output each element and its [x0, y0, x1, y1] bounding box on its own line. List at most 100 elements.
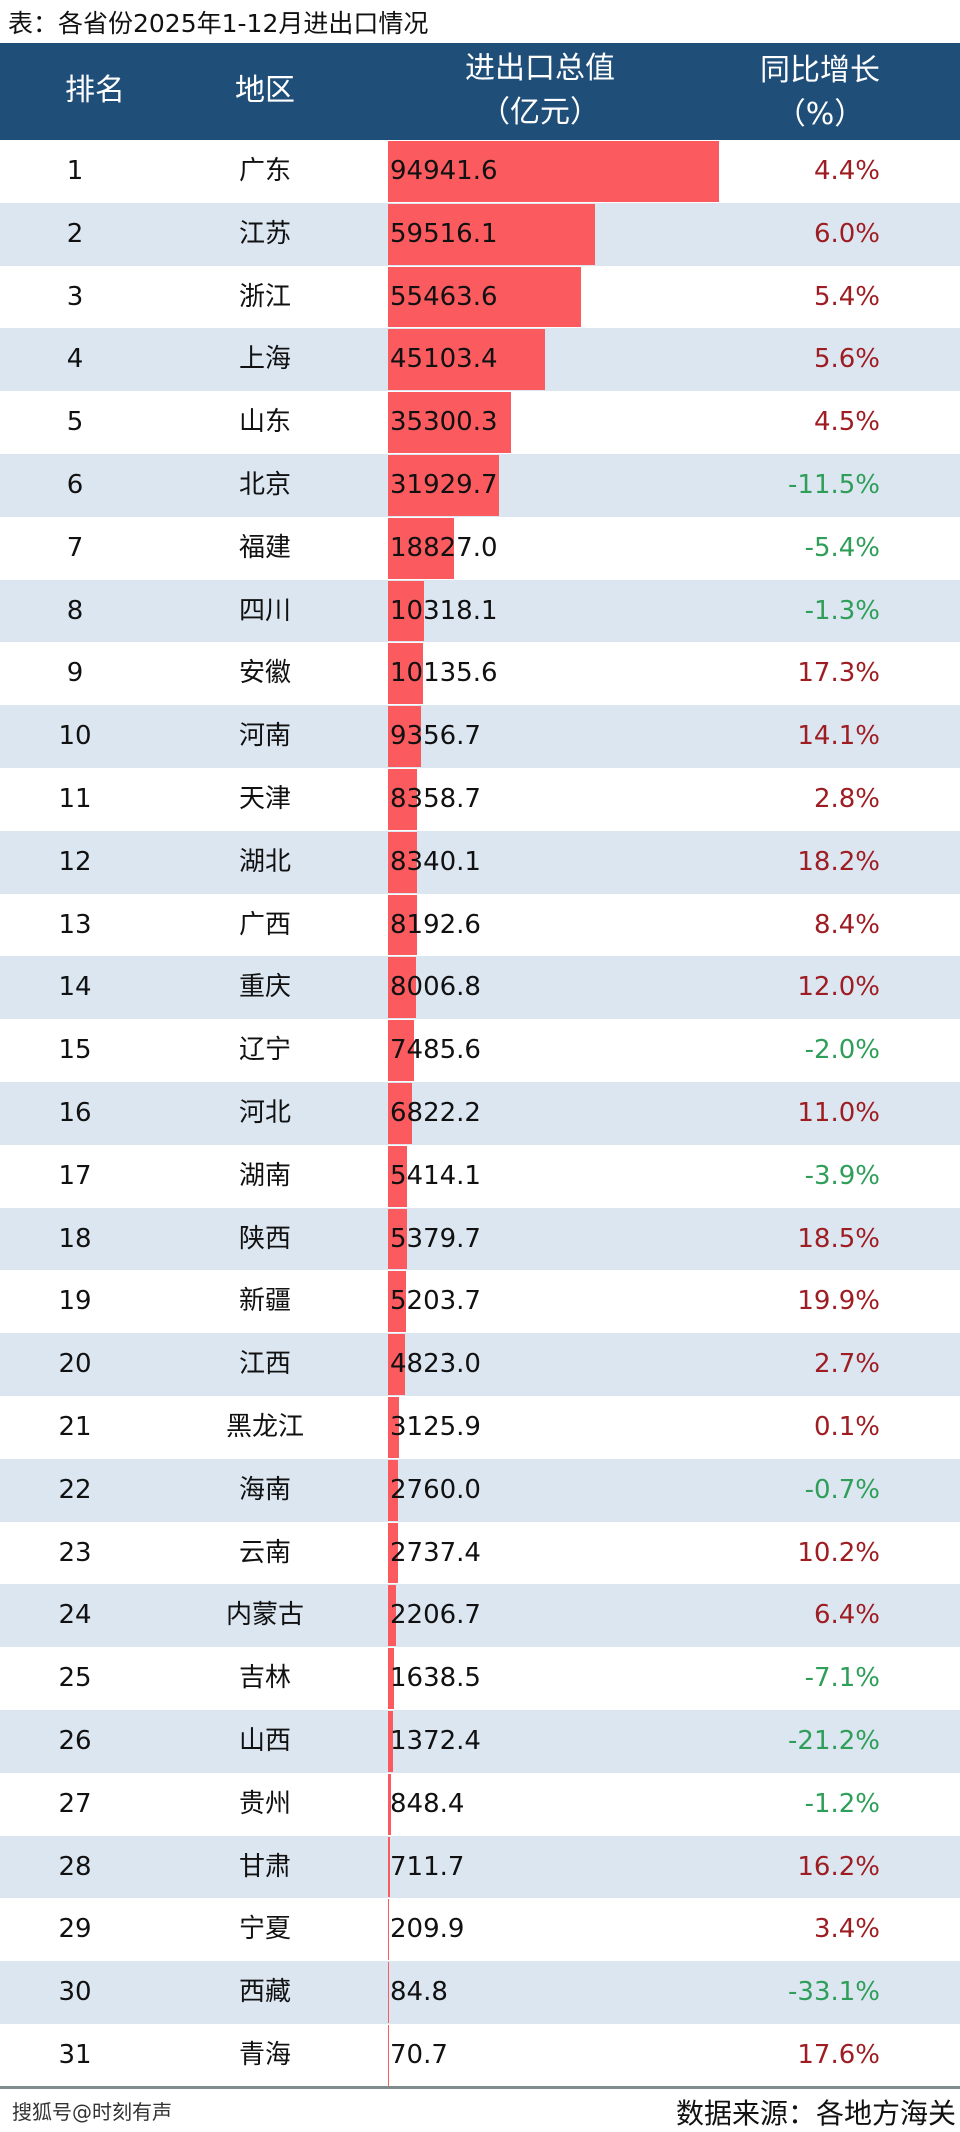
rank-cell: 31	[58, 2039, 92, 2070]
rank-cell: 23	[58, 1537, 92, 1568]
growth-cell: 2.7%	[813, 1349, 880, 1380]
table-row: 27 贵州 848.4 -1.2%	[0, 1773, 960, 1836]
value-bar	[388, 580, 424, 642]
header-region: 地区	[235, 73, 295, 108]
value-label: 3125.9	[390, 1411, 481, 1442]
table-row: 14 重庆 8006.8 12.0%	[0, 956, 960, 1020]
region-cell: 山西	[238, 1725, 291, 1756]
value-label: 1638.5	[390, 1663, 481, 1694]
growth-cell: 8.4%	[813, 909, 880, 940]
growth-cell: -1.2%	[804, 1788, 880, 1819]
table-row: 25 吉林 1638.5 -7.1%	[0, 1647, 960, 1710]
region-cell: 四川	[238, 595, 291, 626]
value-label: 70.7	[390, 2039, 448, 2070]
value-label: 209.9	[390, 1914, 465, 1945]
growth-cell: 18.2%	[797, 846, 880, 877]
value-bar	[388, 1899, 389, 1961]
table-row: 16 河北 6822.2 11.0%	[0, 1081, 960, 1145]
growth-cell: 16.2%	[797, 1851, 880, 1882]
table-header: 排名 地区 进出口总值 （亿元） 同比增长（%）	[0, 43, 960, 140]
value-bar	[388, 1208, 407, 1270]
growth-cell: 10.2%	[797, 1537, 880, 1568]
rank-cell: 14	[58, 972, 92, 1003]
rank-cell: 10	[58, 721, 92, 752]
region-cell: 江西	[238, 1349, 291, 1380]
value-bar	[388, 957, 416, 1019]
rank-cell: 15	[58, 1035, 92, 1066]
value-bar	[388, 643, 424, 705]
value-label: 5379.7	[390, 1223, 481, 1254]
region-cell: 新疆	[238, 1286, 291, 1317]
rank-cell: 22	[58, 1474, 92, 1505]
rank-cell: 17	[58, 1160, 92, 1191]
table-row: 24 内蒙古 2206.7 6.4%	[0, 1584, 960, 1648]
value-label: 5414.1	[390, 1160, 481, 1191]
value-label: 2206.7	[390, 1600, 481, 1631]
table-row: 12 湖北 8340.1 18.2%	[0, 830, 960, 894]
growth-cell: 5.6%	[813, 344, 880, 375]
region-cell: 福建	[238, 532, 291, 563]
table-row: 11 天津 8358.7 2.8%	[0, 768, 960, 831]
region-cell: 河南	[238, 721, 291, 752]
value-label: 2760.0	[390, 1474, 481, 1505]
rank-cell: 28	[58, 1851, 92, 1882]
growth-cell: -2.0%	[804, 1035, 880, 1066]
table-row: 23 云南 2737.4 10.2%	[0, 1522, 960, 1585]
rank-cell: 16	[58, 1097, 92, 1128]
rank-cell: 30	[58, 1977, 92, 2008]
value-label: 8192.6	[390, 909, 481, 940]
region-cell: 黑龙江	[225, 1411, 304, 1442]
region-cell: 甘肃	[238, 1851, 291, 1882]
value-bar	[388, 1773, 391, 1835]
growth-cell: 6.4%	[813, 1600, 880, 1631]
value-label: 59516.1	[390, 218, 498, 249]
table-row: 7 福建 18827.0 -5.4%	[0, 517, 960, 580]
value-bar	[388, 831, 418, 893]
region-cell: 广东	[238, 156, 291, 186]
value-bar	[388, 329, 546, 391]
region-cell: 山东	[238, 407, 291, 438]
growth-cell: 4.5%	[813, 407, 880, 438]
value-label: 7485.6	[390, 1035, 481, 1066]
value-bar	[388, 1145, 407, 1207]
value-bar	[388, 1710, 393, 1772]
table-row: 10 河南 9356.7 14.1%	[0, 705, 960, 768]
rank-cell: 12	[58, 846, 92, 877]
table-row: 26 山西 1372.4 -21.2%	[0, 1709, 960, 1773]
region-cell: 陕西	[238, 1223, 291, 1254]
region-cell: 安徽	[238, 658, 291, 689]
growth-cell: -7.1%	[804, 1663, 880, 1694]
data-source: 数据来源：各地方海关	[675, 2097, 956, 2130]
value-label: 10318.1	[390, 595, 498, 626]
region-cell: 海南	[238, 1474, 291, 1505]
region-cell: 浙江	[238, 281, 291, 312]
rank-cell: 3	[66, 281, 84, 312]
rank-cell: 19	[58, 1286, 92, 1317]
value-bar	[388, 1522, 398, 1584]
value-bar	[388, 768, 418, 830]
value-bar	[388, 1836, 391, 1898]
growth-cell: 19.9%	[797, 1286, 880, 1317]
table-row: 9 安徽 10135.6 17.3%	[0, 642, 960, 705]
region-cell: 北京	[238, 469, 291, 500]
growth-cell: -33.1%	[788, 1977, 880, 2008]
rank-cell: 11	[58, 783, 92, 814]
value-label: 94941.6	[390, 156, 498, 186]
table-row: 2 江苏 59516.1 6.0%	[0, 202, 960, 266]
table-row: 21 黑龙江 3125.9 0.1%	[0, 1396, 960, 1459]
region-cell: 重庆	[238, 972, 291, 1003]
value-bar	[388, 894, 417, 956]
growth-cell: -5.4%	[804, 532, 880, 563]
table-row: 28 甘肃 711.7 16.2%	[0, 1835, 960, 1899]
growth-cell: 14.1%	[797, 721, 880, 752]
value-bar	[388, 203, 596, 265]
region-cell: 广西	[238, 909, 291, 940]
region-cell: 青海	[238, 2039, 291, 2070]
value-label: 55463.6	[390, 281, 498, 312]
growth-cell: -1.3%	[804, 595, 880, 626]
value-bar	[388, 1459, 398, 1521]
value-label: 8340.1	[390, 846, 481, 877]
value-bar	[388, 1271, 407, 1333]
region-cell: 云南	[238, 1537, 291, 1568]
table-row: 18 陕西 5379.7 18.5%	[0, 1207, 960, 1271]
